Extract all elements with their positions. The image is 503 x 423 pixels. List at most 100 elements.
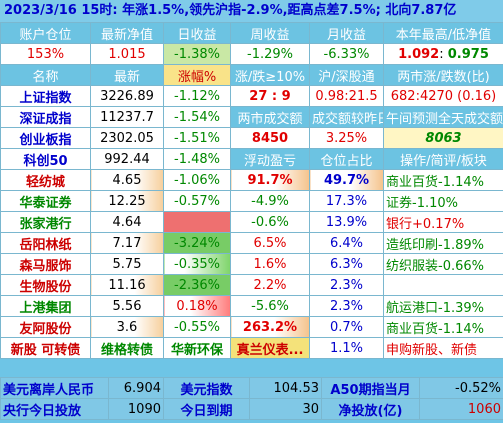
account-week-return: -1.29% bbox=[230, 43, 310, 65]
holding-name: 华泰证券 bbox=[0, 190, 91, 212]
holding-pnl: -0.6% bbox=[230, 211, 310, 233]
holding-name: 上港集团 bbox=[0, 295, 91, 317]
account-header-row: 账户仓位 最新净值 日收益 周收益 月收益 本年最高/低净值 bbox=[0, 22, 503, 44]
header-turnover: 两市成交额 bbox=[230, 106, 310, 128]
year-low: 0.975 bbox=[447, 46, 489, 62]
holding-pnl: 1.6% bbox=[230, 253, 310, 275]
holding-pnl: 2.2% bbox=[230, 274, 310, 296]
holding-change: 0.18% bbox=[163, 295, 231, 317]
index-change: -1.51% bbox=[163, 127, 231, 149]
holding-name: 友阿股份 bbox=[0, 316, 91, 338]
ipo-item-1[interactable]: 维格转债 bbox=[90, 337, 164, 359]
holding-name: 生物股份 bbox=[0, 274, 91, 296]
holding-change: -1.06% bbox=[163, 169, 231, 191]
holding-row[interactable]: 森马服饰 5.75 -0.35% 1.6% 6.3% 纺织服装-0.66% bbox=[0, 253, 503, 275]
holding-note: 航运港口-1.39% bbox=[383, 295, 503, 317]
index-name: 创业板指 bbox=[0, 127, 91, 149]
holding-pnl: -4.9% bbox=[230, 190, 310, 212]
footer-label-dxy: 美元指数 bbox=[163, 377, 250, 399]
holding-weight: 17.3% bbox=[309, 190, 384, 212]
index-last: 992.44 bbox=[90, 148, 164, 170]
holding-change: -2.36% bbox=[163, 274, 231, 296]
footer-value-pboc-injection: 1090 bbox=[108, 398, 164, 420]
holding-row[interactable]: 上港集团 5.56 0.18% -5.6% 2.3% 航运港口-1.39% bbox=[0, 295, 503, 317]
year-high: 1.092 bbox=[398, 46, 440, 62]
northbound-flow: 0.98:21.5 bbox=[309, 85, 384, 107]
footer-value-net-injection: 1060 bbox=[419, 398, 503, 420]
index-name: 科创50 bbox=[0, 148, 91, 170]
holding-weight: 6.4% bbox=[309, 232, 384, 254]
index-change: -1.12% bbox=[163, 85, 231, 107]
dashboard-title: 2023/3/16 15时: 年涨1.5%,领先沪指-2.9%,距高点差7.5%… bbox=[0, 0, 503, 22]
footer-row-fx: 美元离岸人民币 6.904 美元指数 104.53 A50期指当月 -0.52% bbox=[0, 377, 503, 399]
footer-label-net-injection: 净投放(亿) bbox=[321, 398, 420, 420]
footer-label-cnh: 美元离岸人民币 bbox=[0, 377, 109, 399]
header-latest-nav: 最新净值 bbox=[90, 22, 164, 44]
holding-weight: 49.7% bbox=[309, 169, 384, 191]
holding-last: 3.6 bbox=[90, 316, 164, 338]
holding-last: 4.65 bbox=[90, 169, 164, 191]
holding-name: 森马服饰 bbox=[0, 253, 91, 275]
ipo-weight: 1.1% bbox=[309, 337, 384, 359]
holding-row[interactable]: 张家港行 4.64 -0.6% 13.9% 银行+0.17% bbox=[0, 211, 503, 233]
account-row: 153% 1.015 -1.38% -1.29% -6.33% 1.092: 0… bbox=[0, 43, 503, 65]
footer-grid: 美元离岸人民币 6.904 美元指数 104.53 A50期指当月 -0.52%… bbox=[0, 377, 503, 420]
header-northbound: 沪/深股通 bbox=[309, 64, 384, 86]
holding-note: 商业百货-1.14% bbox=[383, 316, 503, 338]
index-row[interactable]: 创业板指 2302.05 -1.51% 8450 3.25% 8063 bbox=[0, 127, 503, 149]
high-low-separator: : bbox=[439, 46, 448, 62]
holding-pnl: -5.6% bbox=[230, 295, 310, 317]
account-position: 153% bbox=[0, 43, 91, 65]
limit-up-down-count: 27 : 9 bbox=[230, 85, 310, 107]
index-name: 上证指数 bbox=[0, 85, 91, 107]
footer-row-pboc: 央行今日投放 1090 今日到期 30 净投放(亿) 1060 bbox=[0, 398, 503, 420]
holding-last: 12.25 bbox=[90, 190, 164, 212]
header-turnover-compare: 成交额较昨日 bbox=[309, 106, 384, 128]
ipo-row[interactable]: 新股 可转债 维格转债 华新环保 真兰仪表... 1.1% 申购新股、新债 bbox=[0, 337, 503, 359]
ipo-item-3[interactable]: 真兰仪表... bbox=[230, 337, 310, 359]
holding-note: 证券-1.10% bbox=[383, 190, 503, 212]
market-header-row: 名称 最新 涨幅% 涨/跌≥10% 沪/深股通 两市涨/跌数(比) bbox=[0, 64, 503, 86]
holding-row[interactable]: 岳阳林纸 7.17 -3.24% 6.5% 6.4% 造纸印刷-1.89% bbox=[0, 232, 503, 254]
holding-row[interactable]: 友阿股份 3.6 -0.55% 263.2% 0.7% 商业百货-1.14% bbox=[0, 316, 503, 338]
holding-change: -3.24% bbox=[163, 232, 231, 254]
header-turnover-forecast: 午间预测全天成交额 bbox=[383, 106, 503, 128]
holding-weight: 2.3% bbox=[309, 274, 384, 296]
ipo-item-2[interactable]: 华新环保 bbox=[163, 337, 231, 359]
header-breadth: 两市涨/跌数(比) bbox=[383, 64, 503, 86]
index-change: -1.54% bbox=[163, 106, 231, 128]
holding-row[interactable]: 生物股份 11.16 -2.36% 2.2% 2.3% bbox=[0, 274, 503, 296]
holding-note: 银行+0.17% bbox=[383, 211, 503, 233]
footer-value-cnh: 6.904 bbox=[108, 377, 164, 399]
holding-weight: 13.9% bbox=[309, 211, 384, 233]
footer-label-maturity: 今日到期 bbox=[163, 398, 250, 420]
index-row[interactable]: 上证指数 3226.89 -1.12% 27 : 9 0.98:21.5 682… bbox=[0, 85, 503, 107]
index-last: 11237.7 bbox=[90, 106, 164, 128]
holding-row[interactable]: 华泰证券 12.25 -0.57% -4.9% 17.3% 证券-1.10% bbox=[0, 190, 503, 212]
ipo-label: 新股 可转债 bbox=[0, 337, 91, 359]
index-change: -1.48% bbox=[163, 148, 231, 170]
index-row[interactable]: 深证成指 11237.7 -1.54% 两市成交额 成交额较昨日 午间预测全天成… bbox=[0, 106, 503, 128]
holding-last: 5.56 bbox=[90, 295, 164, 317]
holding-pnl: 263.2% bbox=[230, 316, 310, 338]
holding-change: -0.57% bbox=[163, 190, 231, 212]
turnover-compare-value: 3.25% bbox=[309, 127, 384, 149]
header-latest: 最新 bbox=[90, 64, 164, 86]
holding-row[interactable]: 轻纺城 4.65 -1.06% 91.7% 49.7% 商业百货-1.14% bbox=[0, 169, 503, 191]
header-year-high-low: 本年最高/低净值 bbox=[383, 22, 503, 44]
index-row[interactable]: 科创50 992.44 -1.48% 浮动盈亏 仓位占比 操作/简评/板块 bbox=[0, 148, 503, 170]
holding-note: 纺织服装-0.66% bbox=[383, 253, 503, 275]
main-grid: 账户仓位 最新净值 日收益 周收益 月收益 本年最高/低净值 153% 1.01… bbox=[0, 22, 503, 359]
header-change-pct: 涨幅% bbox=[163, 64, 231, 86]
header-week-return: 周收益 bbox=[230, 22, 310, 44]
header-month-return: 月收益 bbox=[309, 22, 384, 44]
header-notes: 操作/简评/板块 bbox=[383, 148, 503, 170]
holding-note: 造纸印刷-1.89% bbox=[383, 232, 503, 254]
turnover-value: 8450 bbox=[230, 127, 310, 149]
header-position-weight: 仓位占比 bbox=[309, 148, 384, 170]
holding-pnl: 6.5% bbox=[230, 232, 310, 254]
holding-name: 岳阳林纸 bbox=[0, 232, 91, 254]
footer-value-dxy: 104.53 bbox=[249, 377, 322, 399]
holding-last: 5.75 bbox=[90, 253, 164, 275]
